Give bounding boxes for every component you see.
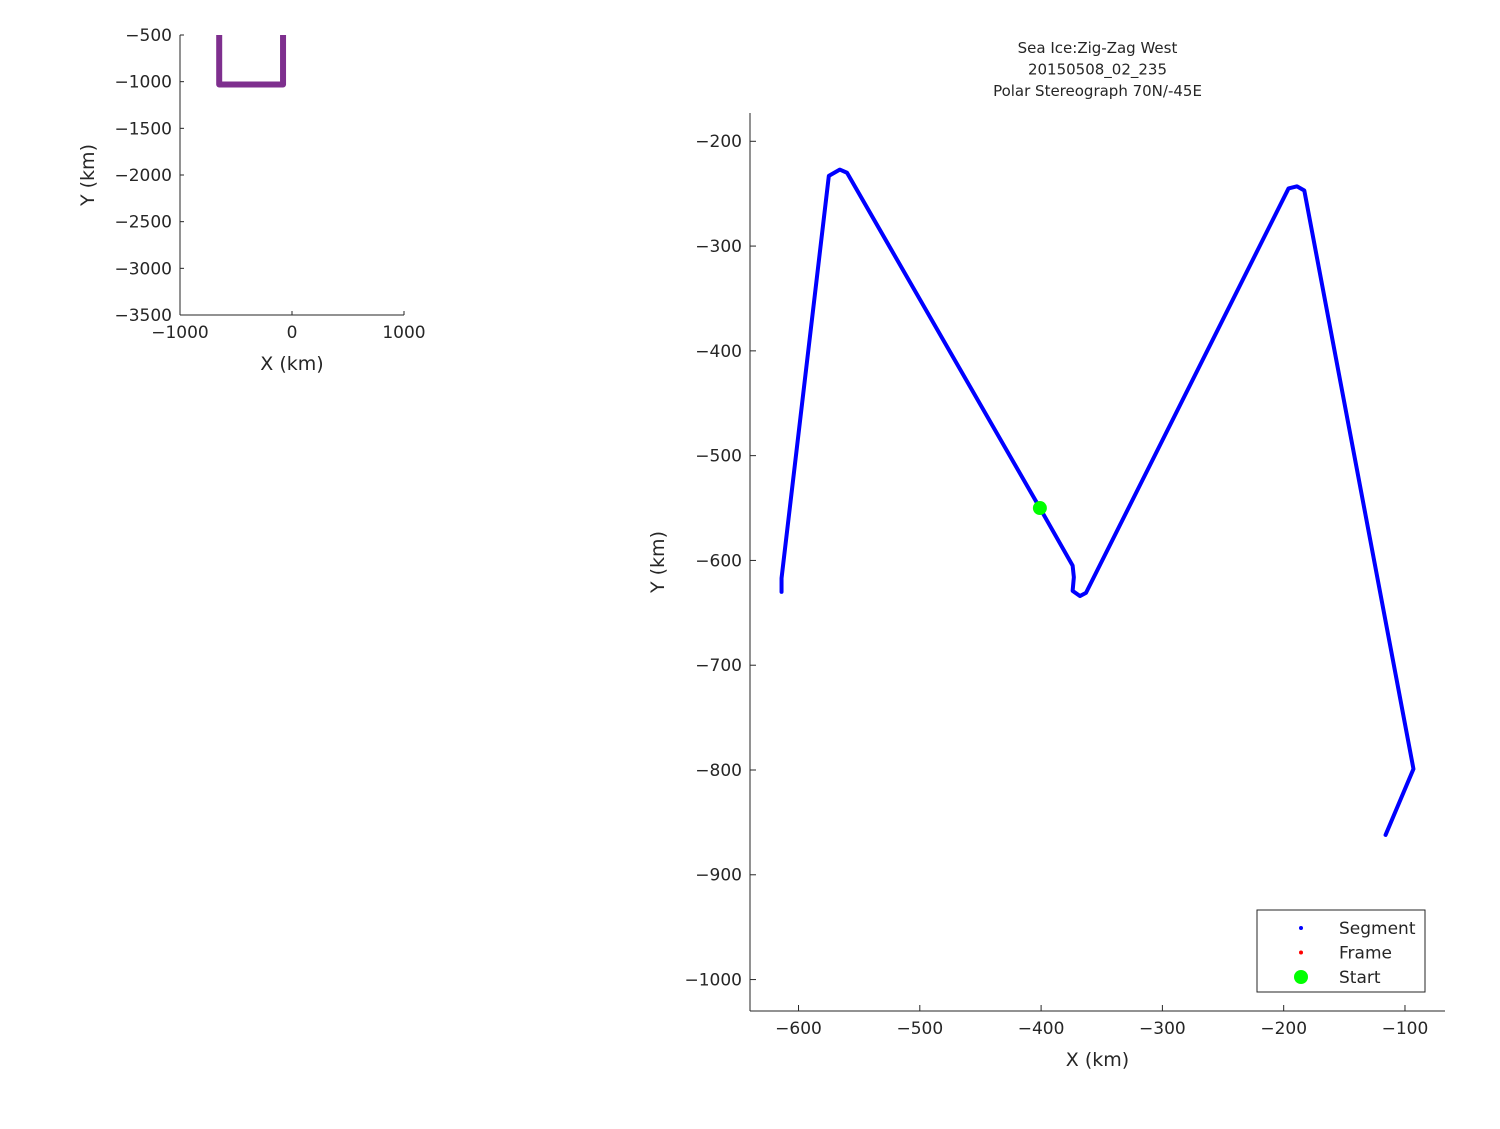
legend-label: Start [1339, 968, 1381, 988]
legend-segment-marker [1299, 926, 1303, 930]
x-tick-label: −500 [896, 1019, 943, 1039]
y-axis-label: Y (km) [647, 531, 669, 594]
x-tick-label: −400 [1018, 1019, 1065, 1039]
y-tick-label: −3000 [114, 259, 172, 279]
segment-line [779, 167, 1416, 837]
legend-frame-marker [1299, 950, 1303, 955]
y-tick-label: −900 [695, 866, 742, 886]
chart-title-line: Sea Ice:Zig-Zag West [1018, 39, 1178, 57]
plot-area [216, 35, 287, 88]
y-tick-label: −700 [695, 656, 742, 676]
y-tick-label: −1500 [114, 119, 172, 139]
y-tick-label: −1000 [684, 971, 742, 991]
start-marker [1032, 501, 1047, 516]
legend-box [1256, 909, 1426, 993]
y-tick-label: −500 [125, 26, 172, 46]
y-axis-label: Y (km) [77, 144, 99, 207]
plot-area [779, 167, 1416, 837]
x-tick-label: −600 [775, 1019, 822, 1039]
x-tick-label: −300 [1139, 1019, 1186, 1039]
main-axes: −600 −500 −400 −300 −200 −100 −200 −300 −400 −500… [647, 39, 1445, 1071]
chart-title-line: Polar Stereograph 70N/-45E [993, 82, 1202, 100]
x-tick-label: −200 [1260, 1019, 1307, 1039]
y-tick-label: −300 [695, 237, 742, 257]
y-tick-label: −500 [695, 447, 742, 467]
legend-label: Frame [1339, 944, 1392, 964]
x-tick-label: 1000 [382, 323, 425, 343]
track-line [216, 35, 287, 88]
x-tick-label: 0 [287, 323, 298, 343]
x-tick-label: −1000 [151, 323, 209, 343]
legend-label: Segment [1339, 919, 1416, 939]
y-tick-label: −1000 [114, 73, 172, 93]
legend: Segment Frame Start [1256, 909, 1426, 993]
x-axis-label: X (km) [1066, 1049, 1129, 1071]
y-tick-label: −2000 [114, 166, 172, 186]
y-tick-label: −3500 [114, 306, 172, 326]
y-tick-label: −200 [695, 132, 742, 152]
legend-start-marker [1294, 970, 1308, 984]
inset-axes: −1000 0 1000 −500 −1000 −1500 −2000 −2500 −3000 −… [77, 26, 426, 375]
y-tick-label: −600 [695, 551, 742, 571]
y-tick-label: −2500 [114, 213, 172, 233]
x-tick-label: −100 [1382, 1019, 1429, 1039]
x-axis-label: X (km) [260, 353, 323, 375]
y-tick-label: −400 [695, 342, 742, 362]
y-tick-label: −800 [695, 761, 742, 781]
chart-title-line: 20150508_02_235 [1028, 61, 1167, 80]
